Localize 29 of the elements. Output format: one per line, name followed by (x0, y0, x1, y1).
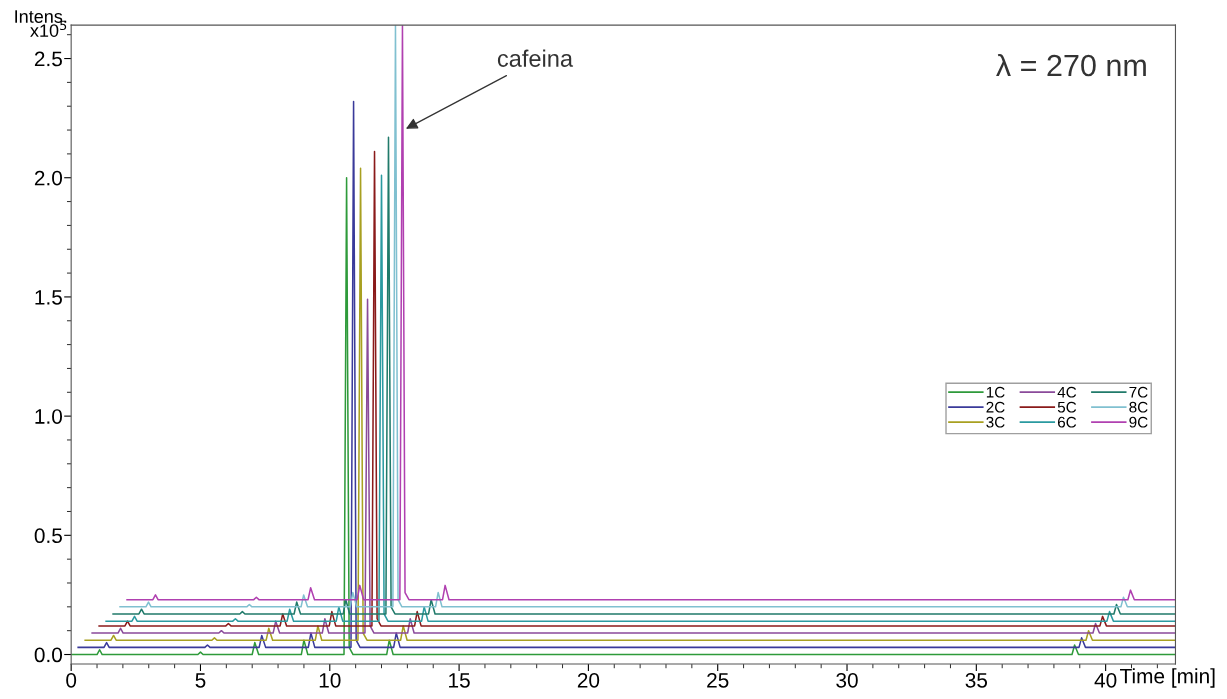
annotation: cafeina (497, 49, 574, 67)
y-tick-label: 1.5 (35, 290, 62, 305)
legend-label: 8C (1129, 401, 1148, 413)
line-series (91, 298, 1176, 634)
legend-label: 7C (1129, 386, 1148, 398)
y-tick-label: 2.0 (34, 170, 63, 186)
legend-label: 9C (1129, 416, 1148, 428)
y-axis-title: Intens. x10$^{5}$ (15, 10, 67, 37)
x-axis-title: Time [min] (1120, 668, 1215, 688)
y-tick-label: 1.0 (35, 409, 63, 424)
y-tick-label: 0.5 (34, 528, 62, 544)
x-tick-label: 25 (707, 672, 729, 688)
legend-label: 4C (1057, 386, 1077, 398)
x-tick-label: 15 (449, 673, 470, 688)
x-tick-label: 35 (965, 672, 988, 688)
x-tick-label: 0 (66, 672, 77, 688)
y-tick-label: 0.0 (34, 647, 63, 663)
y-tick-label: 2.5 (34, 51, 62, 67)
x-tick-label: 40 (1094, 672, 1117, 688)
x-tick-label: 5 (195, 673, 206, 688)
legend-label: 5C (1057, 401, 1077, 413)
legend-label: 6C (1057, 416, 1077, 428)
x-tick-label: 20 (577, 672, 600, 688)
annotation: λ = 270 nm (996, 53, 1146, 77)
legend-label: 3C (986, 416, 1005, 428)
legend-label: 1C (986, 386, 1005, 398)
x-tick-label: 30 (836, 672, 858, 688)
x-tick-label: 10 (319, 672, 341, 688)
legend-label: 2C (986, 401, 1005, 413)
